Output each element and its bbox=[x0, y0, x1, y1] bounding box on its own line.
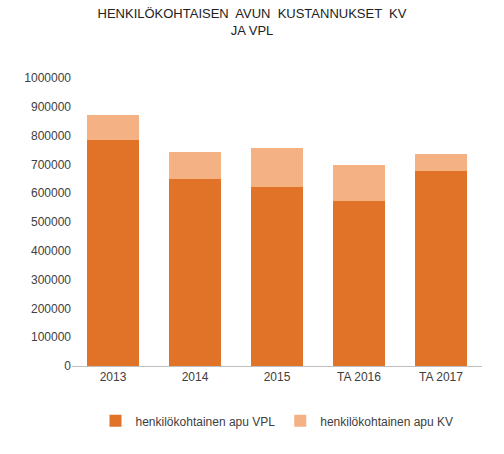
svg-text:300000: 300000 bbox=[31, 273, 71, 287]
svg-text:700000: 700000 bbox=[31, 158, 71, 172]
svg-text:200000: 200000 bbox=[31, 302, 71, 316]
svg-text:2013: 2013 bbox=[100, 370, 127, 384]
svg-text:henkilökohtainen apu VPL: henkilökohtainen apu VPL bbox=[136, 415, 276, 429]
svg-text:1000000: 1000000 bbox=[24, 71, 71, 85]
svg-text:100000: 100000 bbox=[31, 330, 71, 344]
svg-text:0: 0 bbox=[64, 359, 71, 373]
svg-text:TA 2017: TA 2017 bbox=[419, 370, 463, 384]
svg-text:henkilökohtainen apu KV: henkilökohtainen apu KV bbox=[320, 415, 453, 429]
svg-text:HENKILÖKOHTAISEN AVUN KUSTAN: HENKILÖKOHTAISEN AVUN KUSTANNUKSET KVJA … bbox=[98, 6, 407, 38]
svg-text:600000: 600000 bbox=[31, 186, 71, 200]
svg-text:2015: 2015 bbox=[264, 370, 291, 384]
svg-text:TA 2016: TA 2016 bbox=[337, 370, 381, 384]
svg-text:500000: 500000 bbox=[31, 215, 71, 229]
svg-text:800000: 800000 bbox=[31, 129, 71, 143]
svg-text:900000: 900000 bbox=[31, 100, 71, 114]
svg-text:2014: 2014 bbox=[182, 370, 209, 384]
svg-text:400000: 400000 bbox=[31, 244, 71, 258]
